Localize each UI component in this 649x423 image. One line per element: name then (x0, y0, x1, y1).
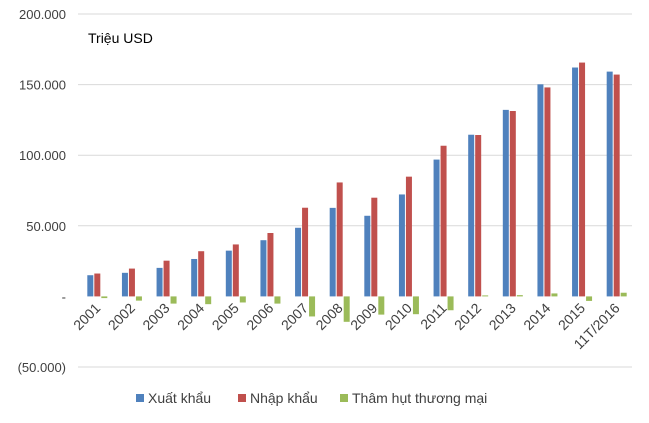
x-category-label: 2009 (347, 300, 380, 333)
legend-label: Xuất khẩu (148, 390, 211, 406)
bar-xuất-khẩu-2006 (260, 240, 267, 297)
bar-thâm-hụt-thương-mại-2003 (170, 296, 177, 304)
legend-swatch (136, 394, 144, 402)
bar-xuất-khẩu-2010 (398, 194, 405, 297)
bar-xuất-khẩu-2001 (87, 275, 94, 297)
legend-swatch (238, 394, 246, 402)
bar-thâm-hụt-thương-mại-2005 (239, 296, 246, 303)
bar-xuất-khẩu-2011 (433, 159, 440, 297)
x-category-label: 2002 (105, 300, 138, 333)
legend: Xuất khẩu Nhập khẩu Thâm hụt thương mại (136, 390, 487, 406)
bar-nhập-khẩu-2009 (371, 197, 378, 297)
y-tick-label: - (62, 289, 66, 304)
y-tick-label: 200.000 (19, 7, 66, 22)
bar-nhập-khẩu-2005 (232, 244, 239, 297)
bar-thâm-hụt-thương-mại-2013 (516, 295, 523, 297)
legend-label: Thâm hụt thương mại (352, 390, 487, 406)
y-tick-label: (50.000) (18, 360, 66, 375)
x-category-label: 2011 (417, 300, 450, 333)
bar-xuất-khẩu-2015 (572, 67, 579, 297)
bar-nhập-khẩu-2011 (440, 145, 447, 297)
bar-thâm-hụt-thương-mại-2012 (482, 295, 489, 297)
bar-xuất-khẩu-2007 (295, 227, 302, 297)
bar-thâm-hụt-thương-mại-2007 (309, 296, 316, 317)
x-category-label: 2014 (520, 300, 553, 333)
legend-swatch (340, 394, 348, 402)
x-category-label: 2008 (312, 300, 345, 333)
bar-thâm-hụt-thương-mại-2009 (378, 296, 385, 315)
bar-thâm-hụt-thương-mại-2014 (551, 293, 558, 297)
bar-xuất-khẩu-2002 (121, 272, 128, 297)
bar-nhập-khẩu-2008 (336, 182, 343, 297)
bar-nhập-khẩu-11T-2016 (613, 74, 620, 297)
bar-nhập-khẩu-2014 (544, 87, 551, 297)
bar-nhập-khẩu-2007 (302, 207, 309, 297)
bar-nhập-khẩu-2015 (579, 62, 586, 297)
bar-thâm-hụt-thương-mại-2002 (135, 296, 142, 301)
y-tick-label: 100.000 (19, 148, 66, 163)
bar-thâm-hụt-thương-mại-2006 (274, 296, 281, 304)
bar-xuất-khẩu-2005 (225, 250, 232, 297)
x-category-label: 2003 (139, 300, 172, 333)
x-category-label: 2005 (209, 300, 242, 333)
x-category-label: 2013 (486, 300, 519, 333)
x-category-label: 2010 (382, 300, 415, 333)
y-tick-label: 150.000 (19, 78, 66, 93)
y-axis-ticks: 200.000 150.000 100.000 50.000 - (50.000) (18, 7, 66, 375)
bar-nhập-khẩu-2003 (163, 260, 170, 297)
bar-xuất-khẩu-2003 (156, 267, 163, 297)
x-category-label: 2012 (451, 300, 484, 333)
bar-xuất-khẩu-2008 (329, 207, 336, 297)
bar-nhập-khẩu-2013 (509, 111, 516, 297)
bar-thâm-hụt-thương-mại-2001 (101, 296, 108, 299)
bar-xuất-khẩu-2012 (468, 134, 475, 297)
bar-thâm-hụt-thương-mại-2008 (343, 296, 350, 322)
bar-xuất-khẩu-2009 (364, 215, 371, 297)
bar-xuất-khẩu-2004 (191, 258, 198, 297)
bar-nhập-khẩu-2004 (198, 251, 205, 297)
y-tick-label: 50.000 (26, 219, 66, 234)
x-category-label: 2006 (243, 300, 276, 333)
x-category-label: 2004 (174, 300, 207, 333)
bar-xuất-khẩu-2014 (537, 84, 544, 297)
x-category-label: 2001 (70, 300, 103, 333)
bar-nhập-khẩu-2010 (405, 176, 412, 297)
bar-thâm-hụt-thương-mại-2015 (586, 296, 593, 301)
legend-label: Nhập khẩu (250, 390, 318, 406)
bar-xuất-khẩu-11T-2016 (606, 71, 613, 297)
bar-thâm-hụt-thương-mại-2011 (447, 296, 454, 311)
x-category-label: 2007 (278, 300, 311, 333)
bar-thâm-hụt-thương-mại-11T-2016 (620, 292, 627, 297)
bar-thâm-hụt-thương-mại-2010 (412, 296, 419, 315)
bar-nhập-khẩu-2012 (475, 135, 482, 297)
bar-nhập-khẩu-2002 (128, 268, 135, 297)
bar-thâm-hụt-thương-mại-2004 (205, 296, 212, 305)
bar-nhập-khẩu-2001 (94, 273, 101, 297)
bar-nhập-khẩu-2006 (267, 233, 274, 297)
unit-label: Triệu USD (88, 30, 153, 46)
bar-xuất-khẩu-2013 (502, 109, 509, 297)
bars (87, 62, 627, 322)
